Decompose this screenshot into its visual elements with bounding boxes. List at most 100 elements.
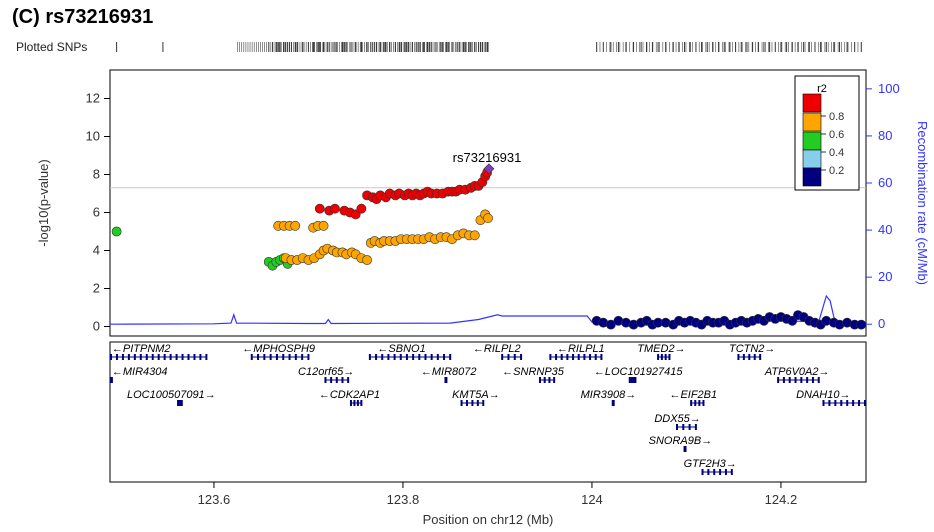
- x-tick-label: 123.8: [387, 492, 420, 507]
- y2-tick-label: 100: [878, 81, 900, 96]
- snp-point: [314, 203, 325, 214]
- gene-exon: [560, 354, 563, 360]
- gene-exon: [465, 400, 468, 406]
- gene-exon: [817, 377, 820, 383]
- gene-exon: [353, 400, 356, 406]
- legend-swatch: [802, 93, 822, 113]
- gene-exon: [759, 354, 762, 360]
- y-axis-title: -log10(p-value): [36, 159, 51, 246]
- gene-exon: [676, 424, 678, 430]
- y-axis-left: 0 2 4 6 8 10 12: [86, 91, 110, 334]
- gene-exon: [800, 377, 803, 383]
- gene-label: KMT5A→: [452, 389, 500, 401]
- legend-label: 0.2: [829, 165, 844, 177]
- gene-exon: [794, 377, 797, 383]
- recombination-line: [109, 294, 867, 325]
- lead-snp-marker: [483, 163, 495, 175]
- gene-name: SNORA9B: [649, 435, 702, 447]
- x-axis-title: Position on chr12 (Mb): [423, 512, 554, 527]
- gene-label: ATP6V0A2→: [764, 366, 830, 378]
- gene-exon: [387, 354, 390, 360]
- gene-exon: [811, 377, 814, 383]
- y2-tick-label: 20: [878, 269, 892, 284]
- gene-exon: [460, 400, 463, 406]
- gene-exon: [730, 469, 733, 475]
- gene-exon: [250, 354, 253, 360]
- gene-exon: [834, 400, 837, 406]
- gene-exon: [436, 354, 439, 360]
- gene-name: LOC101927415: [605, 366, 684, 378]
- gene-label: DNAH10→: [796, 389, 850, 401]
- y2-tick-label: 0: [878, 316, 885, 331]
- gene-direction-arrow: ←: [319, 389, 330, 401]
- gene-name: DNAH10: [796, 389, 840, 401]
- x-tick-label: 124.2: [765, 492, 798, 507]
- gene-exon: [275, 354, 278, 360]
- gene-exon: [139, 354, 142, 360]
- r2-legend: r2 0.8 0.6 0.4 0.2: [794, 75, 860, 191]
- panel-title: (C) rs73216931: [12, 6, 154, 28]
- gene-direction-arrow: ←: [557, 343, 568, 355]
- gene-direction-arrow: →: [675, 343, 686, 355]
- plotted-snps-rug: [116, 42, 862, 52]
- gene-label: LOC100507091→: [127, 389, 216, 401]
- gene-exon: [424, 354, 427, 360]
- gene-exon: [399, 354, 402, 360]
- gene-name: TMED2: [637, 343, 674, 355]
- gene-name: TCTN2: [729, 343, 764, 355]
- y-axis-right: 0 20 40 60 80 100: [866, 81, 900, 331]
- lead-snp-label: rs73216931: [453, 150, 522, 165]
- legend-label: 0.8: [829, 111, 844, 123]
- x-tick-label: 123.6: [198, 492, 231, 507]
- gene-exon: [846, 400, 849, 406]
- gene-direction-arrow: ←: [594, 366, 605, 378]
- gene-exon: [719, 469, 722, 475]
- plot-frame: [109, 69, 867, 337]
- gene-exon: [430, 354, 433, 360]
- gene-exon: [205, 354, 208, 360]
- gene-exon: [418, 354, 421, 360]
- gene-exon: [393, 354, 396, 360]
- snp-point: [330, 203, 340, 214]
- y-tick-label: 10: [86, 129, 100, 144]
- gene-exon: [449, 354, 452, 360]
- gene-direction-arrow: →: [701, 435, 712, 447]
- gene-direction-arrow: →: [205, 389, 216, 401]
- gene-track: ←PITPNM2 ←MPHOSPH9 ←SBNO1 ←RILPL2 ←RILPL1 TME…: [110, 343, 866, 475]
- gene-exon: [341, 377, 344, 383]
- gene-exon: [199, 354, 202, 360]
- gene-exon: [630, 377, 633, 383]
- legend-swatch: [802, 167, 822, 187]
- gene-exon: [684, 446, 687, 452]
- gene-exon: [668, 354, 671, 360]
- gene-exon: [724, 469, 727, 475]
- gene-exon: [501, 354, 504, 360]
- gene-exon: [612, 400, 615, 406]
- gene-direction-arrow: ←: [112, 366, 123, 378]
- gene-exon: [513, 354, 516, 360]
- gene-exon: [548, 377, 551, 383]
- gene-label: ←EIF2B1: [669, 389, 717, 401]
- gene-exon: [748, 354, 751, 360]
- gene-exon: [707, 469, 710, 475]
- gene-exon: [713, 469, 716, 475]
- gene-exon: [157, 354, 160, 360]
- gene-exon: [788, 377, 791, 383]
- gene-exon: [163, 354, 166, 360]
- gene-exon: [301, 354, 304, 360]
- gene-exon: [269, 354, 272, 360]
- snp-point: [290, 220, 301, 231]
- gene-name: PITPNM2: [123, 343, 171, 355]
- gene-name: LOC100507091: [127, 389, 205, 401]
- gene-exon: [698, 400, 701, 406]
- gene-label: ←LOC101927415: [594, 366, 684, 378]
- gene-name: RILPL1: [568, 343, 605, 355]
- gene-exon: [324, 377, 327, 383]
- gene-exon: [694, 400, 697, 406]
- gene-label: ←RILPL1: [557, 343, 605, 355]
- recombination-line-layer: [109, 294, 867, 325]
- gene-exon: [115, 354, 118, 360]
- gene-exon: [657, 354, 660, 360]
- gene-direction-arrow: ←: [421, 366, 432, 378]
- gene-label: ←CDK2AP1: [319, 389, 380, 401]
